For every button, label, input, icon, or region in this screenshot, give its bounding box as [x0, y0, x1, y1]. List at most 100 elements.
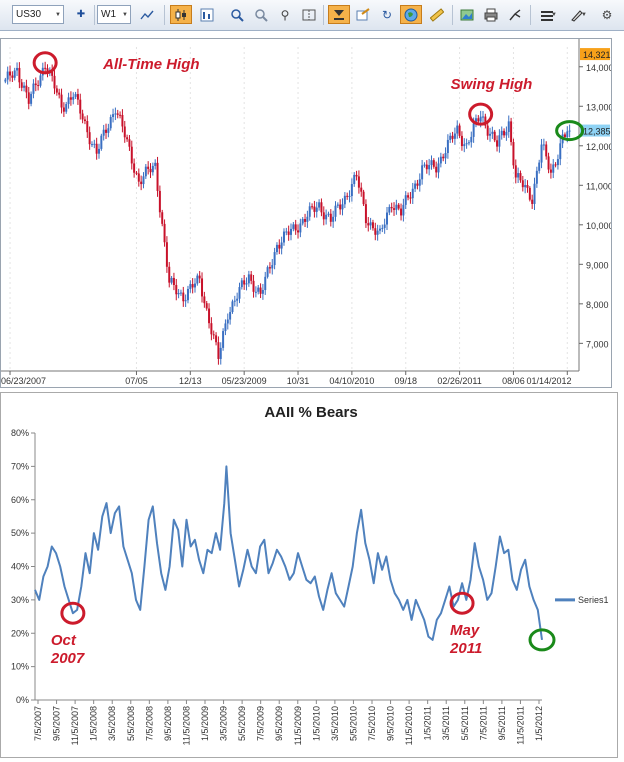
price-candle-body	[72, 96, 75, 100]
price-candle-body	[341, 204, 344, 210]
price-candle-body	[332, 216, 335, 222]
aaii-y-tick-label: 40%	[11, 562, 29, 572]
price-candle-body	[414, 183, 417, 189]
price-candle-body	[467, 142, 470, 144]
settings-icon[interactable]: ⚙	[601, 7, 613, 22]
price-candle-body	[350, 184, 353, 197]
price-candle-body	[83, 119, 86, 122]
price-candle-body	[126, 137, 129, 140]
price-candle-body	[549, 169, 552, 173]
screenshot-icon[interactable]	[456, 5, 478, 24]
price-candle-body	[13, 70, 16, 78]
price-candle-body	[250, 274, 253, 281]
price-candle-body	[299, 223, 302, 233]
aaii-x-tick-label: 1/5/2010	[311, 706, 321, 741]
price-candle-body	[512, 142, 515, 166]
price-candle-body	[547, 156, 550, 170]
price-candles	[4, 61, 571, 365]
price-tag-last-label: 12,385	[583, 127, 611, 137]
history-icon[interactable]: ↻	[381, 7, 393, 22]
print-icon[interactable]	[480, 5, 502, 24]
globe-icon[interactable]	[400, 5, 422, 24]
aaii-y-tick-label: 80%	[11, 428, 29, 438]
price-candle-body	[315, 207, 318, 212]
price-candle-body	[456, 125, 459, 134]
aaii-axis: 0% 10% 20% 30% 40% 50% 60% 70% 80% 7/5/2007 9/5/20…	[11, 428, 544, 745]
price-candle-body	[353, 174, 356, 185]
period-separator-icon[interactable]	[298, 5, 320, 24]
price-candle-body	[418, 179, 421, 186]
price-candle-body	[210, 323, 213, 335]
price-candle-body	[301, 219, 304, 224]
price-candle-body	[428, 165, 431, 170]
price-candle-body	[465, 143, 468, 145]
ruler-icon[interactable]	[426, 5, 448, 24]
price-grid	[9, 47, 568, 371]
price-candle-body	[393, 208, 396, 210]
price-candle-body	[109, 117, 112, 129]
price-candle-body	[355, 174, 358, 177]
price-y-tick-label: 9,000	[586, 260, 609, 270]
price-candle-body	[219, 347, 222, 359]
price-candle-body	[514, 165, 517, 178]
bar-chart-icon[interactable]	[196, 5, 218, 24]
price-candle-body	[568, 130, 571, 132]
aaii-x-tick-label: 11/5/2008	[181, 706, 191, 745]
price-candle-body	[259, 287, 262, 294]
price-candle-body	[491, 131, 494, 134]
aaii-annotation-label: 2007	[50, 650, 85, 667]
price-candle-body	[208, 308, 211, 324]
aaii-legend-label: Series1	[578, 595, 609, 605]
price-candle-body	[46, 68, 49, 74]
price-candle-body	[282, 231, 285, 243]
zoom-in-icon[interactable]	[226, 5, 248, 24]
price-candle-body	[435, 166, 438, 173]
price-candle-body	[538, 162, 541, 171]
aaii-x-tick-label: 9/5/2010	[386, 706, 396, 741]
price-candle-body	[238, 287, 241, 299]
aaii-x-tick-label: 1/5/2009	[200, 706, 210, 741]
draw-tool-icon[interactable]	[504, 5, 526, 24]
refresh-icon[interactable]	[352, 5, 374, 24]
crosshair-tool-icon[interactable]: ✚	[76, 9, 86, 20]
price-y-tick-label: 11,000	[586, 181, 611, 191]
price-candle-body	[334, 205, 337, 217]
price-candle-body	[212, 334, 215, 336]
magnifier-icon[interactable]: ⚲	[280, 7, 290, 22]
aaii-x-tick-label: 7/5/2008	[144, 706, 154, 741]
price-candle-body	[304, 219, 307, 222]
pencil-icon[interactable]: ▼	[564, 5, 590, 24]
price-candle-body	[339, 204, 342, 210]
price-candle-body	[102, 129, 105, 136]
price-candle-body	[294, 224, 297, 231]
price-candle-body	[25, 85, 28, 93]
price-candle-body	[186, 288, 189, 301]
price-candle-body	[179, 292, 182, 294]
price-candle-body	[362, 191, 365, 205]
price-candle-body	[528, 187, 531, 200]
price-tag-high-label: 14,321	[583, 50, 611, 60]
price-candle-body	[322, 212, 325, 220]
price-candle-body	[510, 121, 513, 143]
symbol-select[interactable]: US30 ▼	[12, 5, 64, 24]
price-candle-body	[135, 172, 138, 174]
aaii-annotation-label: 2011	[449, 640, 482, 657]
aaii-x-tick-label: 11/5/2011	[515, 706, 525, 745]
candlestick-icon[interactable]	[170, 5, 192, 24]
line-chart-icon[interactable]	[136, 5, 158, 24]
template-icon[interactable]	[328, 5, 350, 24]
price-candle-body	[11, 75, 14, 78]
price-candle-body	[477, 118, 480, 122]
price-candle-body	[79, 99, 82, 114]
price-candle-body	[287, 231, 290, 235]
horizontal-line-icon[interactable]: ▼	[534, 5, 560, 24]
toolbar-separator	[94, 5, 95, 25]
price-candle-body	[151, 165, 154, 173]
chevron-down-icon: ▼	[551, 12, 557, 18]
price-candle-body	[449, 135, 452, 140]
timeframe-select[interactable]: W1 ▼	[97, 5, 131, 24]
price-candle-body	[507, 121, 510, 132]
aaii-green-circle-marker	[528, 628, 556, 652]
zoom-out-icon[interactable]	[250, 5, 272, 24]
price-candle-body	[430, 160, 433, 166]
